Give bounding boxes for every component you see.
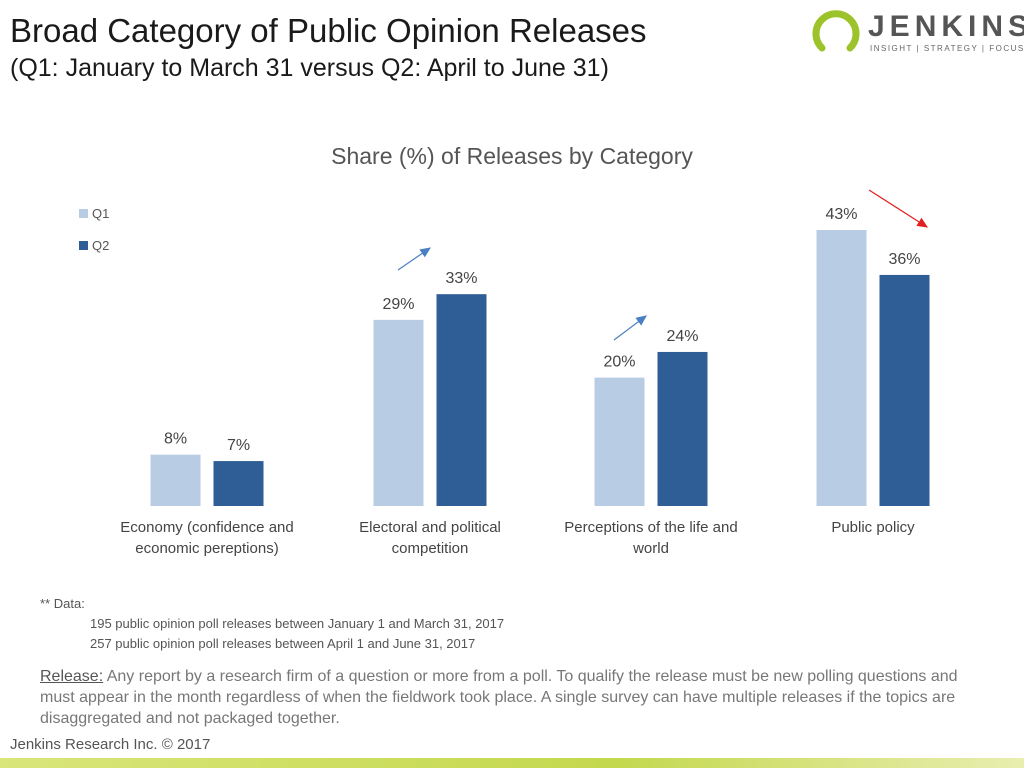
category-label-0-0: Economy (confidence and [120, 519, 293, 536]
category-label-1-1: competition [392, 540, 469, 557]
bar-q2-3 [879, 274, 930, 506]
jenkins-logo: JENKINS INSIGHT | STRATEGY | FOCUS [808, 6, 1024, 58]
category-label-0-1: economic pereptions) [135, 540, 278, 557]
legend-swatch-q2 [79, 241, 88, 250]
trend-arrow-up-2 [613, 315, 647, 341]
data-label-q1-1: 29% [382, 296, 414, 313]
category-label-1-0: Electoral and political [359, 519, 501, 536]
category-label-2-1: world [632, 540, 669, 557]
data-label-q1-3: 43% [825, 206, 857, 223]
data-label-q2-0: 7% [227, 437, 250, 454]
bottom-accent-bar [0, 758, 1024, 768]
legend-swatch-q1 [79, 209, 88, 218]
data-label-q2-1: 33% [445, 270, 477, 287]
bar-q1-1 [373, 319, 424, 506]
logo-tagline: INSIGHT | STRATEGY | FOCUS [870, 44, 1024, 53]
data-label-q2-2: 24% [666, 328, 698, 345]
footer-copyright: Jenkins Research Inc. © 2017 [10, 736, 211, 753]
notes-line-q1: 195 public opinion poll releases between… [90, 616, 505, 631]
bar-q1-2 [594, 377, 645, 506]
logo-ring-icon [812, 10, 860, 52]
bar-q1-0 [150, 454, 201, 506]
bar-q2-0 [213, 461, 264, 506]
bar-q2-1 [436, 294, 487, 506]
trend-arrow-up-1 [397, 247, 431, 271]
page-title: Broad Category of Public Opinion Release… [10, 12, 647, 49]
data-label-q2-3: 36% [888, 251, 920, 268]
legend-label-q2: Q2 [92, 238, 109, 253]
release-term: Release: [40, 668, 104, 685]
legend-label-q1: Q1 [92, 206, 109, 221]
bar-q2-2 [657, 351, 708, 506]
data-label-q1-0: 8% [164, 431, 187, 448]
release-text: Any report by a research firm of a quest… [40, 668, 958, 727]
logo-name: JENKINS [868, 10, 1024, 43]
category-label-2-0: Perceptions of the life and [564, 519, 737, 536]
notes-line-q2: 257 public opinion poll releases between… [90, 636, 476, 651]
notes-heading: ** Data: [40, 596, 85, 611]
chart-title: Share (%) of Releases by Category [331, 143, 693, 169]
page-subtitle: (Q1: January to March 31 versus Q2: Apri… [10, 54, 609, 82]
data-label-q1-2: 20% [603, 354, 635, 371]
category-label-3-0: Public policy [831, 519, 915, 536]
data-notes: ** Data: 195 public opinion poll release… [40, 594, 504, 654]
bar-q1-3 [816, 230, 867, 506]
release-definition: Release: Any report by a research firm o… [40, 666, 970, 729]
bar-chart: 8% 7% Economy (confidence and economic pere… [79, 189, 930, 557]
trend-arrow-down-3 [868, 189, 929, 228]
